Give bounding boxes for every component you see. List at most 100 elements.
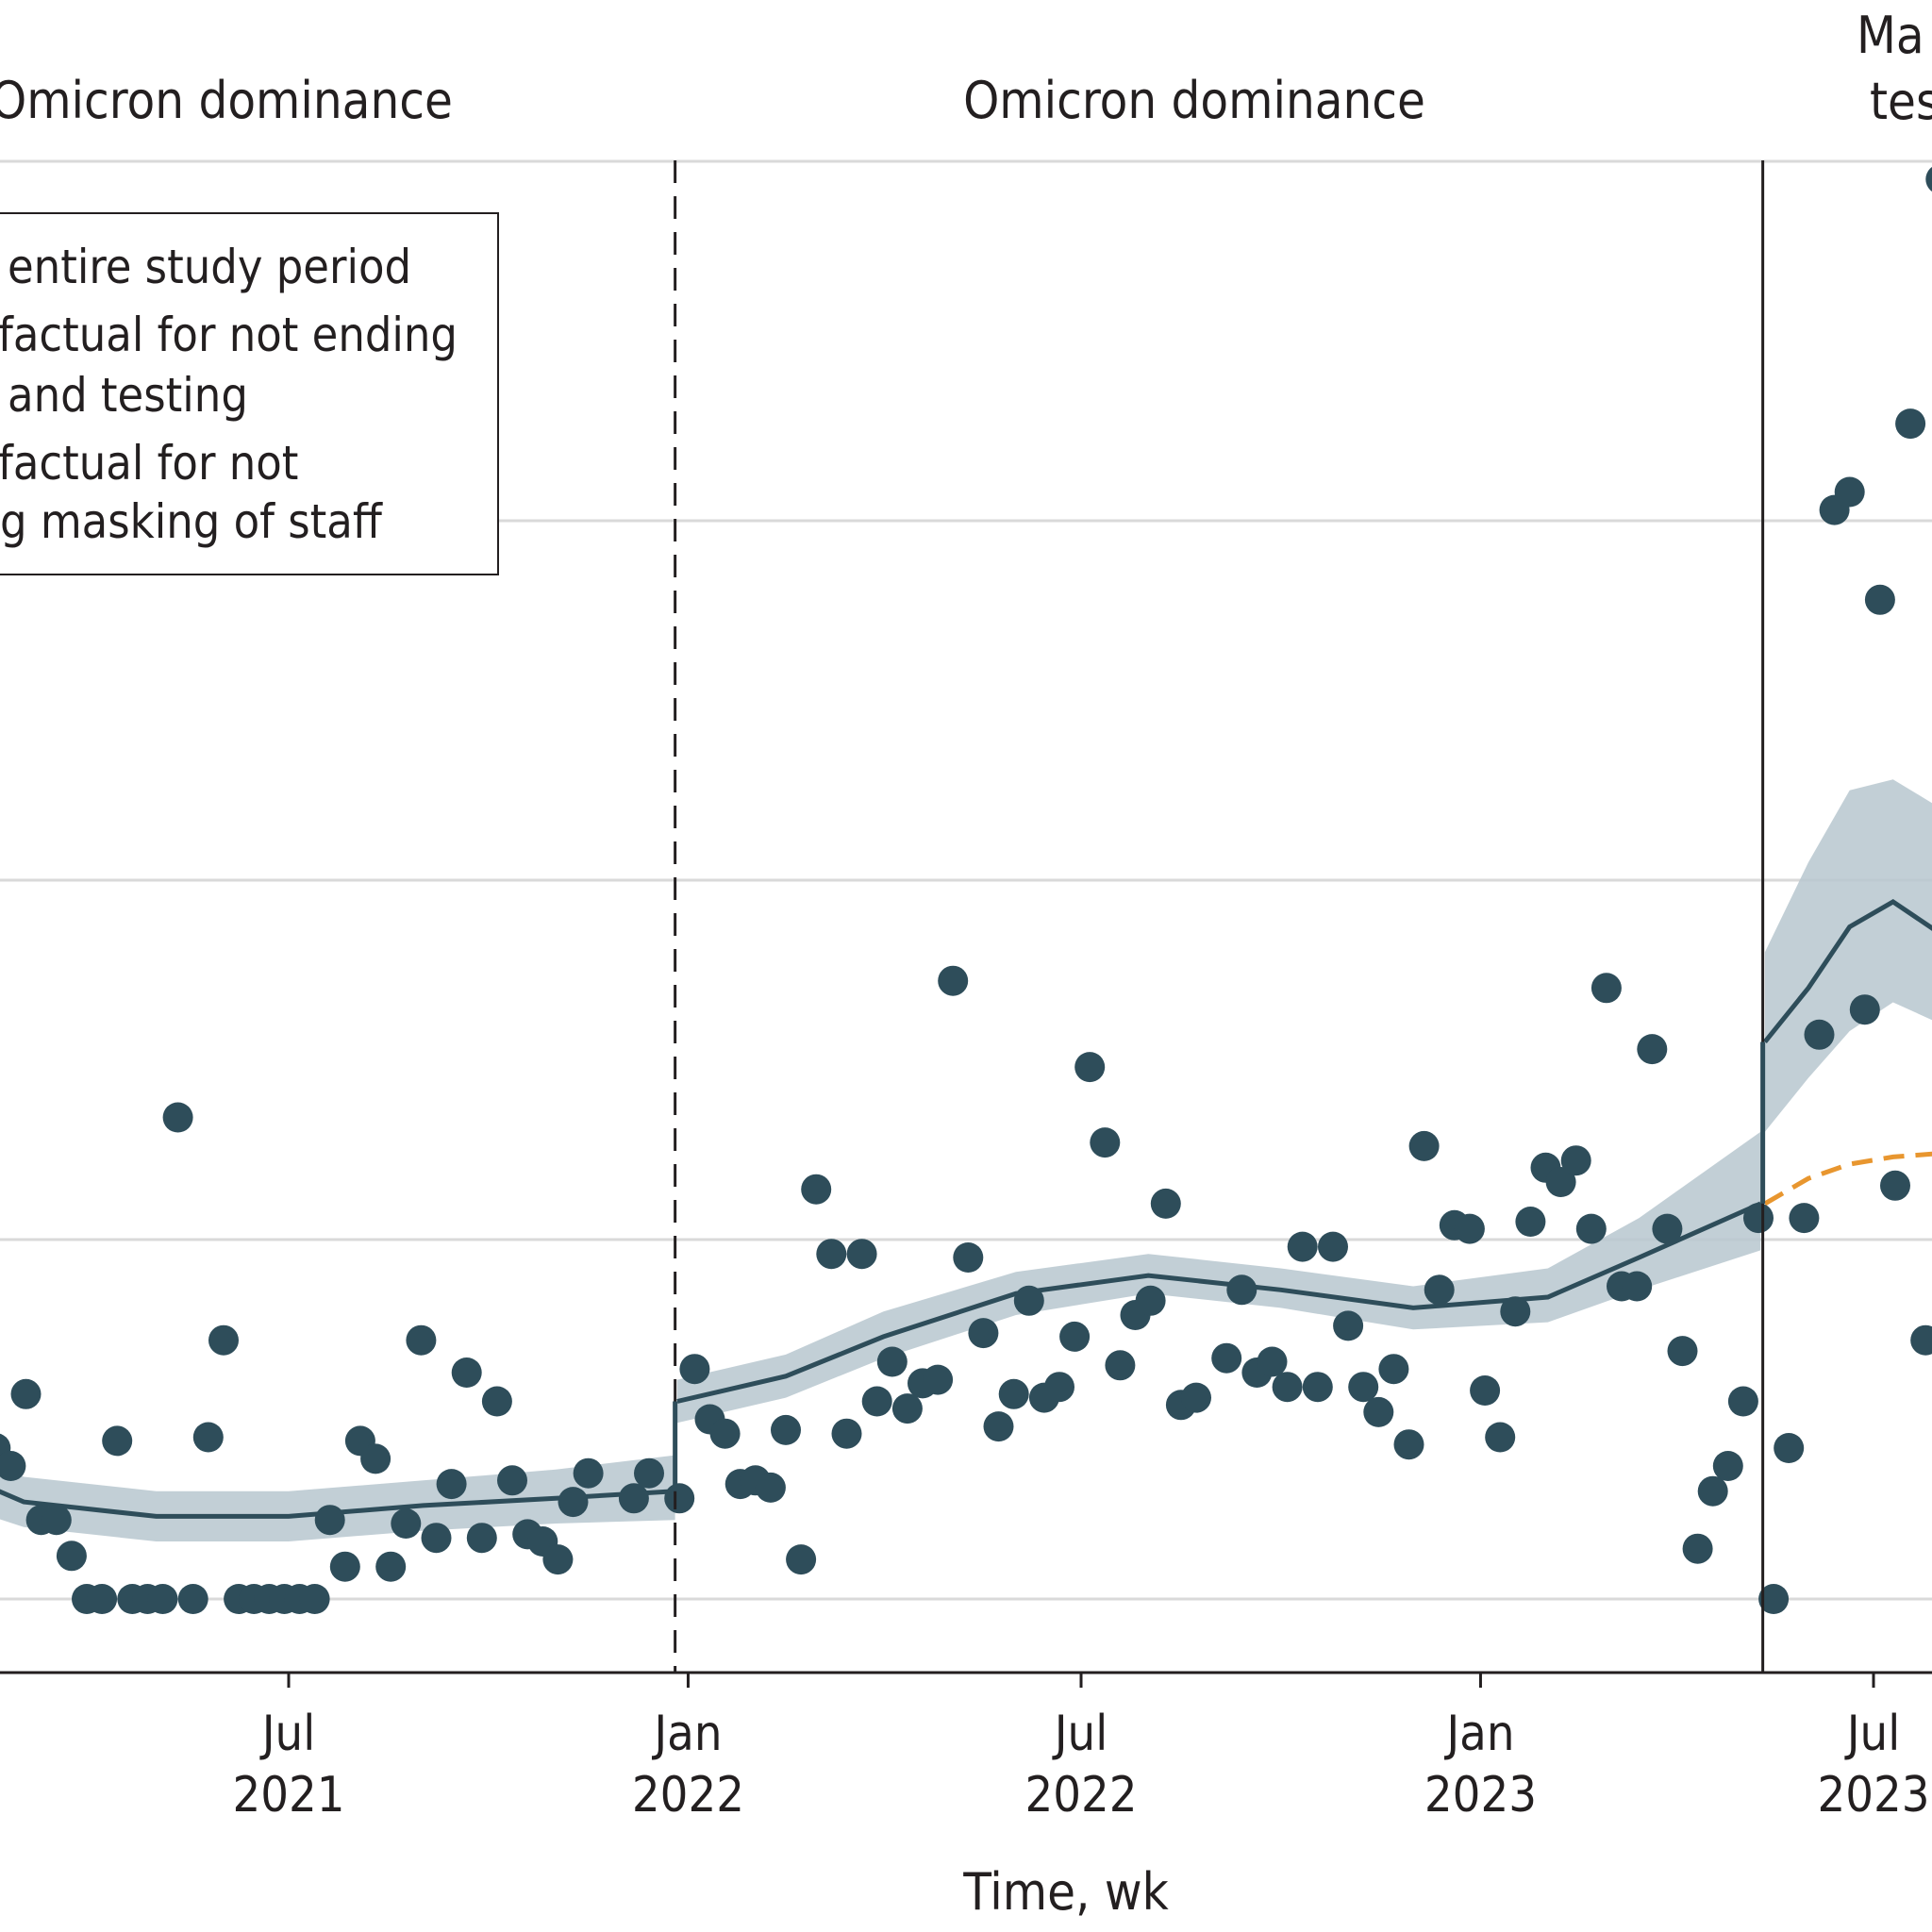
data-point-20 <box>208 1324 239 1356</box>
data-point-10 <box>56 1541 87 1572</box>
data-point-53 <box>755 1472 786 1503</box>
data-point-66 <box>953 1242 984 1273</box>
ci-band <box>0 779 1932 1541</box>
legend-entry-2: and testing <box>8 368 248 423</box>
data-point-27 <box>314 1505 345 1536</box>
x-tick-month-0: Jul <box>259 1706 315 1762</box>
data-point-9 <box>41 1505 72 1536</box>
data-point-91 <box>1348 1372 1379 1403</box>
data-point-50 <box>709 1418 741 1449</box>
data-point-70 <box>1013 1285 1044 1316</box>
data-point-64 <box>923 1364 954 1395</box>
legend: entire study period factual for not endi… <box>0 212 499 575</box>
data-point-118 <box>1758 1584 1790 1614</box>
x-tick-year-2: 2022 <box>1024 1767 1137 1824</box>
data-point-32 <box>391 1508 422 1539</box>
data-point-12 <box>87 1584 118 1614</box>
x-tick-year-3: 2023 <box>1424 1767 1537 1824</box>
data-point-112 <box>1667 1336 1698 1367</box>
data-point-61 <box>876 1346 908 1377</box>
data-point-120 <box>1789 1203 1820 1234</box>
data-point-7 <box>10 1378 42 1409</box>
data-point-13 <box>102 1425 133 1457</box>
legend-entry-4: g masking of staff <box>0 494 383 549</box>
data-point-107 <box>1591 973 1622 1004</box>
x-tick-month-1: Jan <box>651 1706 722 1762</box>
data-point-92 <box>1363 1396 1394 1427</box>
data-point-111 <box>1652 1213 1683 1244</box>
legend-entry-3: factual for not <box>0 436 298 491</box>
data-point-85 <box>1257 1346 1288 1377</box>
data-point-39 <box>497 1465 527 1496</box>
data-point-56 <box>801 1174 832 1205</box>
data-point-79 <box>1150 1188 1181 1219</box>
data-point-93 <box>1378 1354 1409 1385</box>
data-point-26 <box>299 1584 330 1614</box>
data-point-46 <box>634 1457 664 1489</box>
data-point-19 <box>192 1422 224 1453</box>
data-point-89 <box>1318 1231 1348 1262</box>
data-point-30 <box>360 1443 391 1474</box>
data-point-65 <box>938 965 969 996</box>
legend-entry-0: entire study period <box>8 240 411 294</box>
data-point-121 <box>1804 1019 1835 1050</box>
data-point-69 <box>998 1378 1029 1409</box>
data-point-58 <box>831 1418 862 1449</box>
data-point-45 <box>618 1483 649 1514</box>
data-point-73 <box>1059 1321 1091 1352</box>
data-point-31 <box>375 1551 407 1582</box>
legend-entry-1: factual for not ending <box>0 308 458 362</box>
data-point-125 <box>1864 584 1895 615</box>
data-point-87 <box>1287 1231 1318 1262</box>
data-point-90 <box>1333 1310 1364 1341</box>
period-label-2: Ma <box>1857 6 1924 65</box>
data-point-47 <box>664 1483 695 1514</box>
data-point-115 <box>1712 1451 1743 1481</box>
data-point-59 <box>846 1239 877 1270</box>
data-point-109 <box>1622 1271 1653 1302</box>
data-point-44 <box>573 1457 604 1489</box>
data-point-127 <box>1895 408 1926 440</box>
data-point-128 <box>1910 1324 1932 1356</box>
data-point-16 <box>147 1584 178 1614</box>
data-point-76 <box>1105 1350 1136 1381</box>
data-point-83 <box>1226 1274 1257 1306</box>
data-point-62 <box>891 1393 923 1424</box>
data-point-60 <box>861 1386 892 1417</box>
x-tick-year-1: 2022 <box>632 1767 744 1824</box>
data-point-6 <box>0 1451 26 1481</box>
data-point-35 <box>436 1469 467 1500</box>
data-point-82 <box>1211 1342 1242 1374</box>
data-point-55 <box>786 1544 817 1575</box>
data-point-113 <box>1682 1533 1713 1564</box>
data-point-100 <box>1485 1422 1516 1453</box>
data-point-88 <box>1302 1372 1333 1403</box>
data-point-81 <box>1181 1382 1211 1413</box>
data-point-86 <box>1272 1372 1303 1403</box>
data-point-98 <box>1454 1213 1485 1244</box>
data-point-75 <box>1090 1127 1121 1158</box>
data-point-28 <box>329 1551 360 1582</box>
data-point-37 <box>466 1523 497 1554</box>
data-point-57 <box>816 1239 847 1270</box>
data-point-78 <box>1135 1285 1166 1316</box>
fitted-trend-line-segment-1 <box>0 1489 675 1519</box>
data-point-54 <box>771 1414 801 1445</box>
x-tick-year-4: 2023 <box>1817 1767 1929 1824</box>
fitted-trend-line-segment-3 <box>1762 898 1932 1043</box>
data-point-17 <box>162 1102 193 1133</box>
data-point-34 <box>421 1523 452 1554</box>
data-point-99 <box>1470 1375 1501 1406</box>
data-point-74 <box>1074 1052 1106 1083</box>
legend-box <box>0 212 499 575</box>
x-axis-label: Time, wk <box>962 1862 1168 1922</box>
data-point-114 <box>1697 1475 1728 1507</box>
data-point-95 <box>1408 1130 1440 1161</box>
counterfactual-line <box>1763 1151 1932 1207</box>
data-point-96 <box>1424 1274 1455 1306</box>
data-point-102 <box>1515 1207 1546 1237</box>
period-label-0: Omicron dominance <box>0 71 453 130</box>
data-point-124 <box>1849 994 1880 1025</box>
period-label-3: tes <box>1870 72 1932 131</box>
